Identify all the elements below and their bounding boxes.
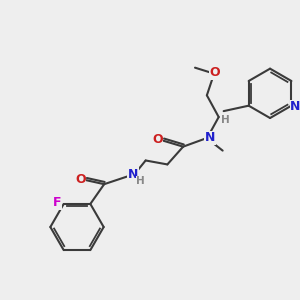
Text: H: H [221,115,230,125]
Text: N: N [128,168,138,181]
Text: H: H [136,176,145,186]
Text: O: O [209,66,220,79]
Text: O: O [152,133,163,146]
Text: F: F [52,196,61,209]
Text: N: N [205,131,215,144]
Text: N: N [290,100,300,113]
Text: O: O [75,173,86,186]
